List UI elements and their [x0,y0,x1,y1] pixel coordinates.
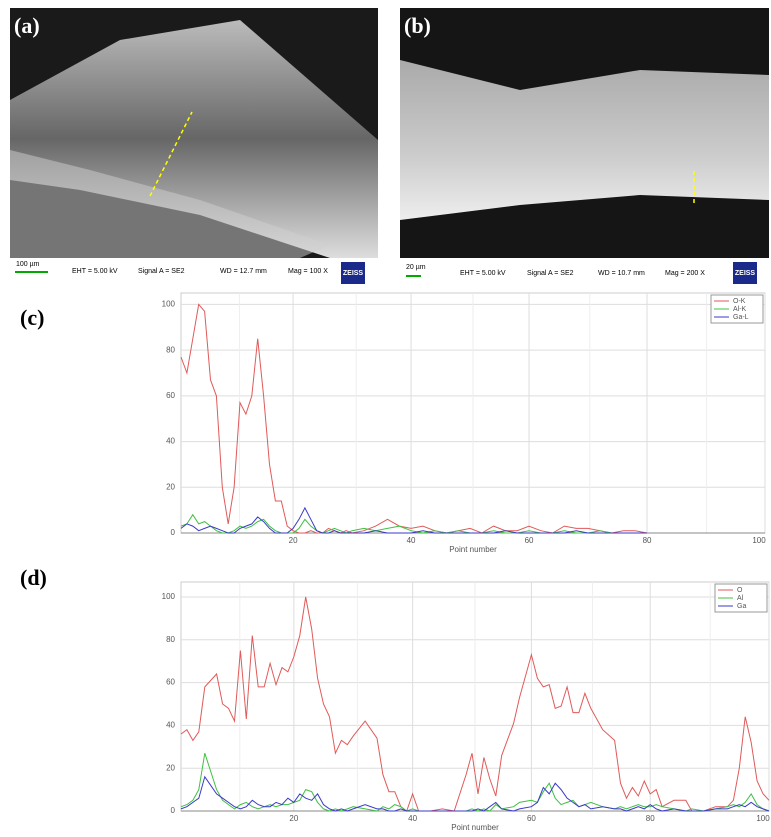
y-tick-label: 80 [166,635,175,644]
logo: ZEISS [343,270,364,277]
scale-bar: 20 µm [406,264,426,271]
logo: ZEISS [735,270,756,277]
legend-label: Ga [737,603,746,610]
x-tick-label: 60 [525,536,534,545]
panel-label: (c) [20,305,44,330]
y-tick-label: 40 [166,437,175,446]
x-tick-label: 100 [756,814,770,823]
y-tick-label: 0 [171,528,176,537]
signal: Signal A = SE2 [138,268,185,275]
legend-label: O [737,587,743,594]
x-tick-label: 40 [408,814,417,823]
legend-label: Al [737,595,744,602]
sem-image-a [10,8,378,287]
x-tick-label: 80 [646,814,655,823]
x-tick-label: 80 [643,536,652,545]
y-tick-label: 100 [162,300,176,309]
y-tick-label: 20 [166,482,175,491]
x-tick-label: 20 [289,536,298,545]
panel-label: (a) [14,13,40,38]
figure: (a) (b) 100 µm EHT = 5.00 kV Signal A = … [0,0,771,832]
x-tick-label: 20 [289,814,298,823]
y-tick-label: 100 [162,592,176,601]
eht: EHT = 5.00 kV [460,270,506,277]
y-tick-label: 60 [166,678,175,687]
wd: WD = 10.7 mm [598,270,645,277]
y-tick-label: 0 [171,806,176,815]
panel-label: (d) [20,565,47,590]
x-tick-label: 40 [407,536,416,545]
x-axis-label: Point number [449,545,497,554]
mag: Mag = 200 X [665,270,705,277]
legend-label: Al-K [733,306,747,313]
wd: WD = 12.7 mm [220,268,267,275]
x-tick-label: 60 [527,814,536,823]
y-tick-label: 60 [166,391,175,400]
y-tick-label: 80 [166,345,175,354]
signal: Signal A = SE2 [527,270,574,277]
x-axis-label: Point number [451,823,499,832]
y-tick-label: 40 [166,721,175,730]
mag: Mag = 100 X [288,268,328,275]
legend-label: Ga-L [733,314,749,321]
y-tick-label: 20 [166,763,175,772]
sem-image-b [400,8,769,287]
x-tick-label: 100 [752,536,766,545]
eht: EHT = 5.00 kV [72,268,118,275]
scale-bar: 100 µm [16,261,40,268]
legend-label: O-K [733,298,746,305]
panel-label: (b) [404,13,431,38]
